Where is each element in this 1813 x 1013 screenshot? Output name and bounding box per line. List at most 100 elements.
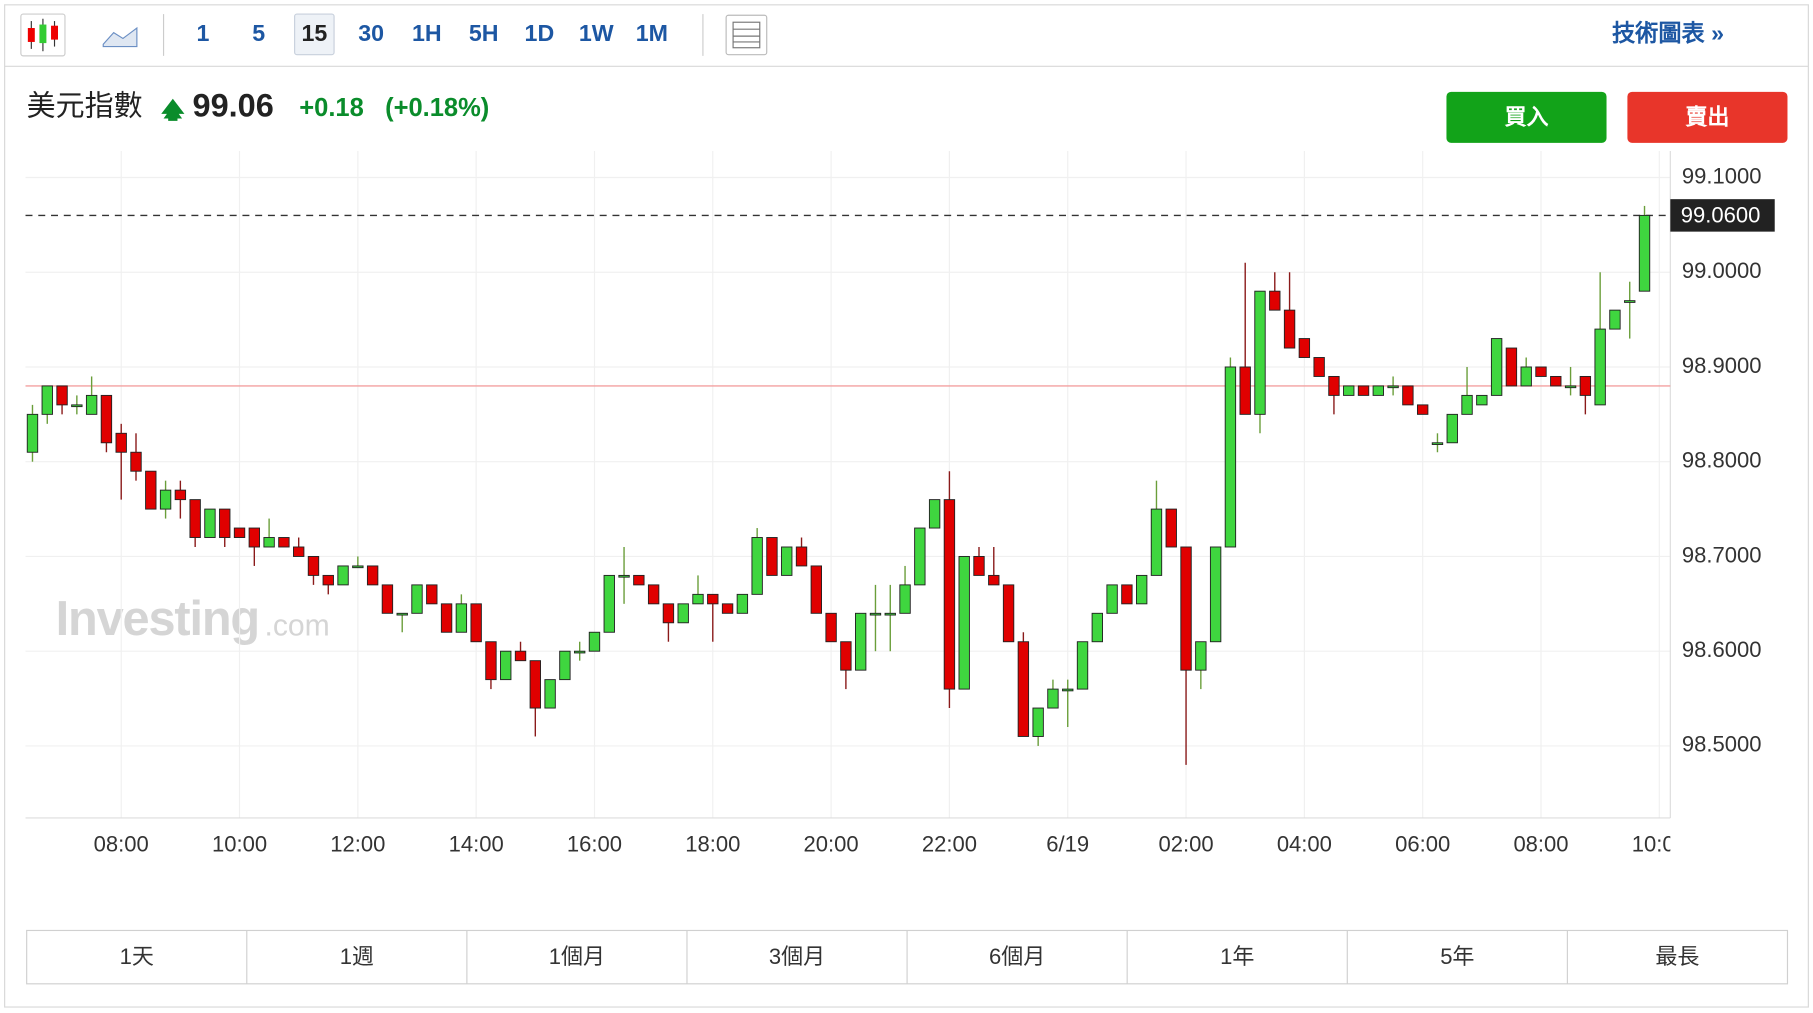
range-option[interactable]: 1天 (120, 944, 154, 969)
candle-body (71, 404, 83, 408)
candle-body (633, 574, 645, 586)
candle-body (204, 508, 216, 538)
candle-body (1002, 584, 1015, 643)
instrument-name: 美元指數 (27, 90, 143, 123)
candle-body (618, 574, 630, 578)
candle-body (1283, 309, 1296, 349)
candle-icon[interactable] (20, 13, 66, 57)
candle-body (1076, 641, 1089, 690)
icon-body (27, 28, 35, 42)
frame (4, 4, 1809, 1008)
candle-body (426, 584, 438, 605)
candle-body (781, 546, 793, 576)
candle-body (248, 527, 261, 548)
candle-body (677, 603, 689, 624)
range-option[interactable]: 5年 (1440, 944, 1474, 969)
sell-button[interactable] (1627, 91, 1788, 143)
candle-body (41, 385, 53, 415)
candle-body (928, 499, 941, 529)
candle-body (559, 650, 571, 681)
interval-selected[interactable] (294, 13, 335, 56)
icon-box[interactable] (725, 14, 768, 56)
candle-body (662, 603, 675, 624)
candle-body (470, 603, 482, 643)
candle-body (1224, 366, 1237, 548)
candle-body (337, 565, 349, 586)
interval[interactable]: 1H (412, 20, 442, 46)
candle-body (958, 555, 970, 690)
x-tick-label: 08:00 (94, 832, 149, 857)
candle-body (1520, 366, 1532, 387)
candle-body (1150, 508, 1163, 576)
candle-body (751, 537, 763, 595)
x-tick-label: 10:00 (1632, 832, 1687, 857)
candle-body (381, 584, 394, 614)
range-option[interactable]: 1個月 (549, 944, 605, 969)
candle-body (825, 612, 837, 643)
range-option[interactable]: 1年 (1220, 944, 1254, 969)
candle-body (1239, 366, 1251, 415)
x-tick-label: 08:00 (1513, 832, 1568, 857)
sell-label[interactable]: 賣出 (1684, 104, 1729, 129)
candle-body (263, 537, 275, 548)
candle-body (899, 584, 911, 614)
candle-body (1357, 385, 1370, 396)
last-price-box (1670, 199, 1775, 232)
buy-label[interactable]: 買入 (1504, 104, 1548, 129)
x-tick-label: 20:00 (804, 832, 859, 857)
interval[interactable]: 5H (469, 20, 499, 46)
y-tick-label: 99.1000 (1682, 163, 1762, 188)
candle-body (1298, 338, 1311, 358)
range-option[interactable]: 1週 (340, 944, 374, 969)
interval[interactable]: 1D (525, 20, 555, 46)
tech-chart-link[interactable]: 技術圖表 » (1612, 20, 1724, 46)
y-tick-label: 98.5000 (1682, 732, 1762, 757)
range-option[interactable]: 3個月 (769, 944, 825, 969)
candle-body (1431, 442, 1444, 445)
candle-body (352, 565, 364, 569)
candle-body (115, 432, 127, 453)
candle-body (1254, 290, 1266, 415)
x-tick-label: 6/19 (1046, 832, 1089, 857)
interval[interactable]: 1 (197, 20, 210, 46)
table-icon[interactable] (725, 14, 768, 56)
candle-body (1564, 385, 1577, 389)
candle-body (795, 546, 808, 567)
icon-table (732, 21, 761, 49)
candle-body (1550, 375, 1562, 387)
buy-button[interactable] (1446, 91, 1607, 143)
candle-body (411, 584, 423, 614)
candle-body (692, 593, 704, 605)
candle-body (1638, 214, 1651, 292)
candle-body (1609, 309, 1621, 330)
y-tick-label: 99.0000 (1682, 258, 1762, 283)
y-tick-label: 98.6000 (1682, 637, 1762, 662)
candle-body (588, 631, 601, 652)
icon-body (39, 24, 47, 44)
candle-body (973, 555, 985, 576)
candle-body (1402, 385, 1414, 406)
interval[interactable]: 5 (252, 20, 265, 46)
range-option[interactable]: 6個月 (989, 944, 1045, 969)
interval[interactable]: 30 (358, 20, 384, 46)
candle-body (1505, 347, 1518, 387)
candle-body (1490, 338, 1503, 396)
interval[interactable]: 15 (301, 20, 327, 46)
candle-body (988, 574, 1000, 586)
candle-body (943, 499, 956, 690)
candle-body (130, 451, 142, 472)
x-tick-label: 04:00 (1277, 832, 1332, 857)
price: 99.06 (193, 88, 274, 124)
range-option[interactable]: 最長 (1655, 944, 1699, 969)
watermark-suffix: .com (264, 610, 329, 643)
candle-body (219, 508, 231, 538)
candle-body (1535, 366, 1547, 377)
candle-body (1017, 641, 1030, 737)
candle-body (1106, 584, 1118, 614)
candle-body (1121, 584, 1133, 605)
line-icon[interactable] (102, 26, 138, 48)
interval[interactable]: 1M (636, 20, 668, 46)
interval[interactable]: 1W (579, 20, 614, 46)
candle-body (1091, 612, 1103, 643)
